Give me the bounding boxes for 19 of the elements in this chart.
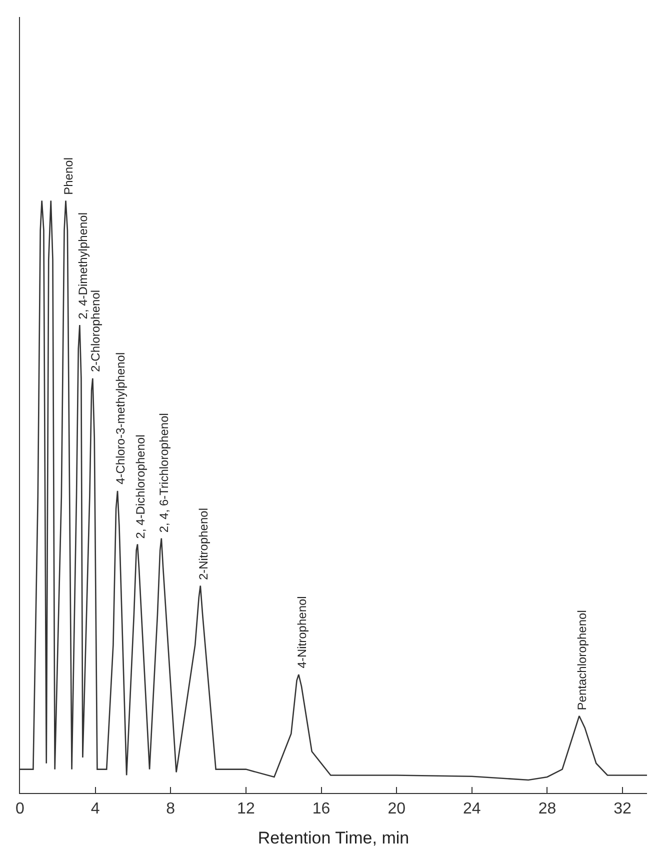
x-tick-label: 24 — [462, 800, 481, 818]
x-tick-label: 20 — [388, 800, 406, 818]
x-tick-label: 0 — [16, 800, 25, 818]
annotation: 4-Chloro-3-methylphenol — [114, 352, 128, 484]
x-tick-label: 4 — [90, 800, 100, 818]
x-tick-label: 16 — [312, 800, 330, 818]
annotation: 2, 4, 6-Trichlorophenol — [157, 413, 172, 533]
x-axis-title: Retention Time, min — [258, 828, 410, 848]
annotation: 4-Nitrophenol — [295, 596, 310, 668]
x-tick-label: 32 — [614, 800, 632, 818]
annotation: 2, 4-Dimethylphenol — [76, 212, 90, 320]
x-tick-label: 8 — [166, 800, 176, 818]
annotation: 2-Nitrophenol — [196, 508, 211, 580]
annotation: 2, 4-Dichlorophenol — [133, 434, 148, 539]
annotation: Phenol — [62, 158, 76, 195]
annotation: Pentachlorophenol — [575, 610, 590, 710]
x-tick-label: 28 — [538, 800, 556, 818]
annotation: 2-Chlorophenol — [88, 290, 102, 372]
x-tick-label: 12 — [237, 800, 255, 818]
